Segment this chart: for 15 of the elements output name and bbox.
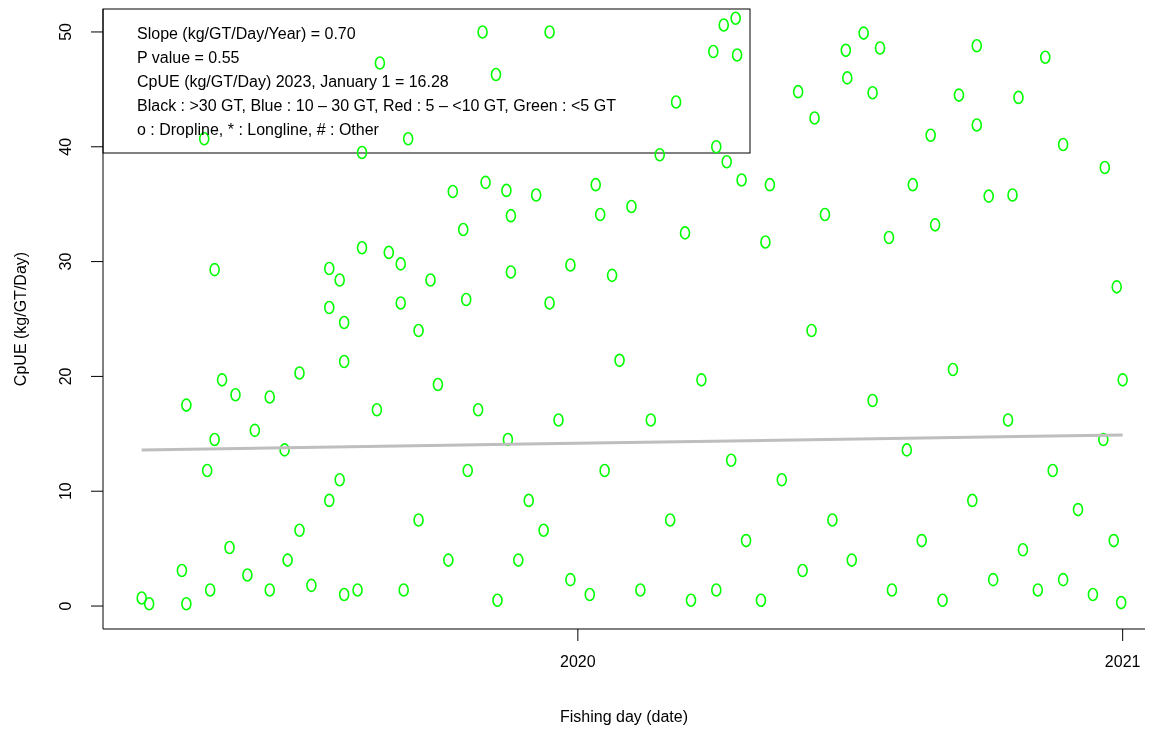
annotation: o : Dropline, * : Longline, # : Other [137, 121, 380, 138]
annotation: Slope (kg/GT/Day/Year) = 0.70 [137, 25, 356, 42]
annotation: P value = 0.55 [137, 49, 240, 66]
y-tick-label: 10 [57, 482, 74, 501]
x-tick-label: 2021 [1104, 653, 1141, 670]
y-tick-label: 50 [57, 22, 74, 41]
y-tick-label: 20 [57, 367, 74, 386]
x-tick-label: 2020 [560, 653, 596, 670]
annotation: Black : >30 GT, Blue : 10 – 30 GT, Red : 5 – <10 GT, Green : <5 GT [137, 97, 617, 114]
y-tick-label: 0 [57, 601, 74, 611]
y-tick-label: 30 [57, 252, 74, 271]
x-axis-title: Fishing day (date) [559, 708, 689, 725]
y-axis-title: CpUE (kg/GT/Day) [12, 251, 29, 387]
annotation: CpUE (kg/GT/Day) 2023, January 1 = 16.28 [137, 73, 449, 90]
y-tick-label: 40 [57, 137, 74, 156]
